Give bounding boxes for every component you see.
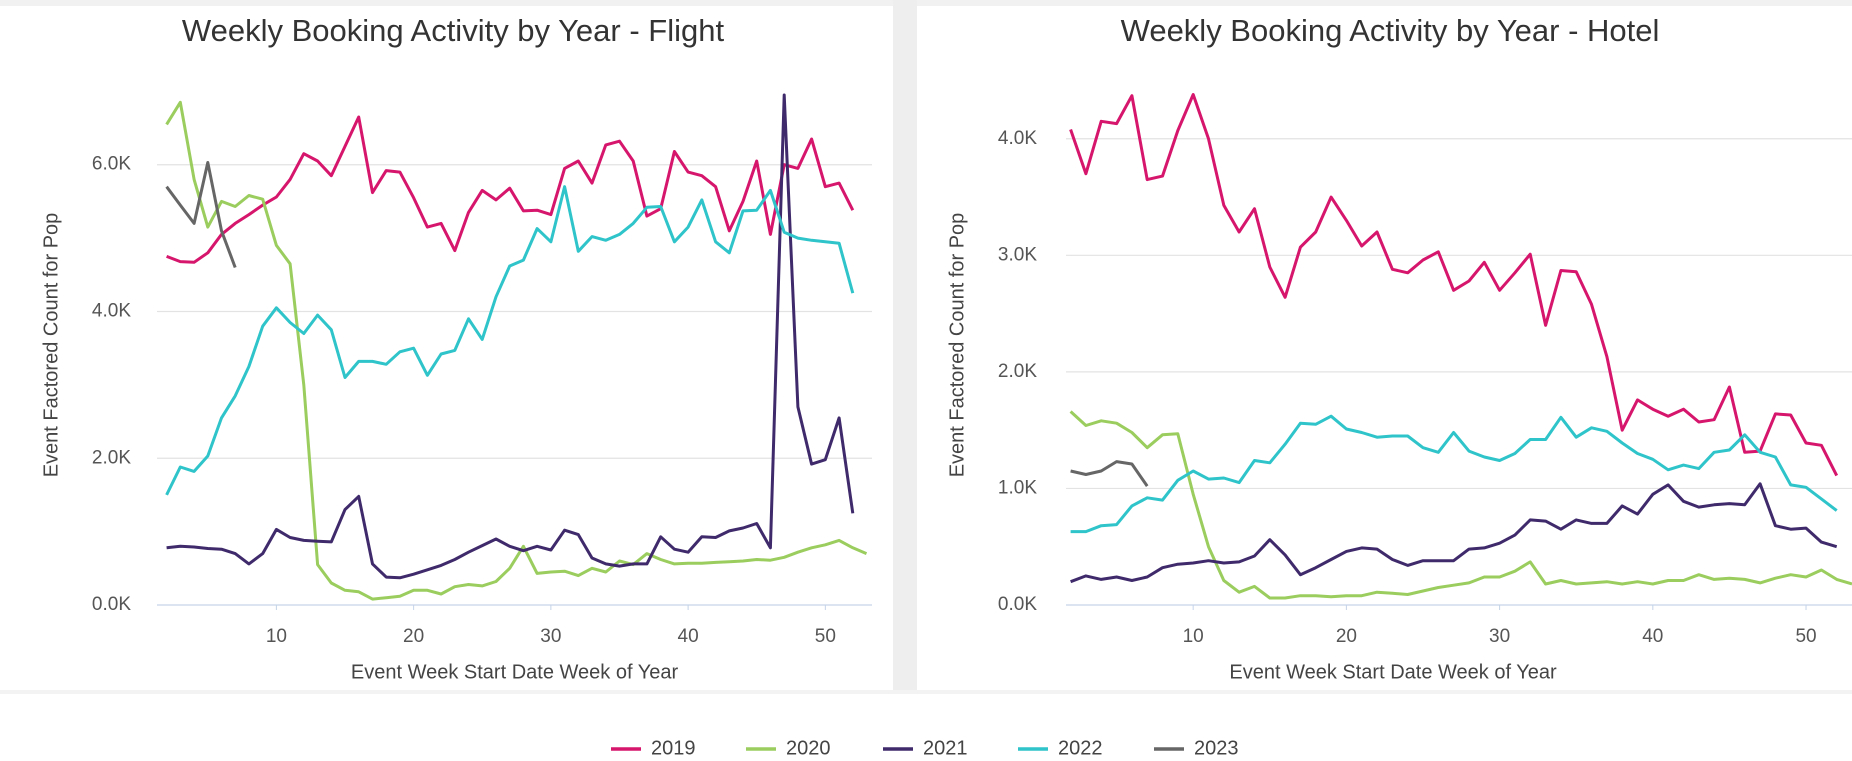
x-tick-label: 30 — [540, 626, 561, 647]
x-tick-label: 50 — [815, 626, 836, 647]
y-axis-title: Event Factored Count for Pop — [40, 213, 62, 478]
x-axis-title: Event Week Start Date Week of Year — [1229, 661, 1557, 683]
top-shadow — [0, 0, 1852, 6]
legend-label: 2021 — [923, 737, 968, 759]
series-line — [166, 115, 855, 264]
x-tick-label: 10 — [1183, 626, 1204, 647]
x-tick-label: 20 — [1336, 626, 1357, 647]
y-tick-label: 4.0K — [998, 128, 1037, 149]
legend-label: 2023 — [1194, 737, 1239, 759]
y-tick-label: 4.0K — [92, 300, 131, 321]
legend-label: 2020 — [786, 737, 831, 759]
panel-bottom — [0, 690, 1852, 694]
panel-divider — [893, 0, 917, 690]
series-line — [165, 161, 237, 269]
series-line — [1069, 93, 1839, 477]
legend-label: 2019 — [651, 737, 696, 759]
y-tick-label: 3.0K — [998, 244, 1037, 265]
x-axis-title: Event Week Start Date Week of Year — [351, 661, 679, 683]
legend-label: 2022 — [1058, 737, 1103, 759]
y-tick-label: 0.0K — [92, 594, 131, 615]
y-tick-label: 6.0K — [92, 154, 131, 175]
series-line — [165, 185, 855, 496]
series-line — [165, 100, 868, 601]
x-tick-label: 10 — [266, 626, 287, 647]
series-line — [166, 93, 855, 580]
y-tick-label: 0.0K — [998, 594, 1037, 615]
y-axis-title: Event Factored Count for Pop — [946, 213, 968, 478]
chart-title: Weekly Booking Activity by Year - Flight — [182, 13, 725, 48]
x-tick-label: 40 — [1642, 626, 1663, 647]
x-tick-label: 30 — [1489, 626, 1510, 647]
y-tick-label: 1.0K — [998, 477, 1037, 498]
x-tick-label: 50 — [1795, 626, 1816, 647]
series-line — [1070, 460, 1149, 487]
y-tick-label: 2.0K — [92, 447, 131, 468]
series-line — [1069, 410, 1852, 600]
series-line — [1070, 482, 1838, 584]
y-tick-label: 2.0K — [998, 361, 1037, 382]
x-tick-label: 20 — [403, 626, 424, 647]
chart-title: Weekly Booking Activity by Year - Hotel — [1121, 13, 1660, 48]
series-line — [1070, 414, 1838, 534]
x-tick-label: 40 — [678, 626, 699, 647]
